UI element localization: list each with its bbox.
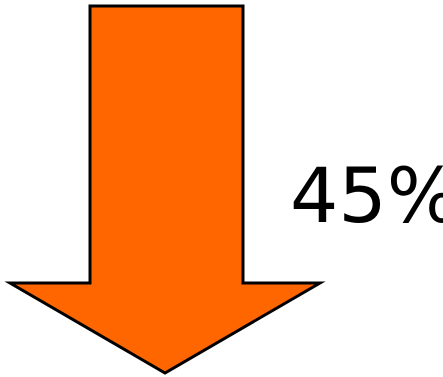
arrow-shape: [4, 4, 326, 375]
percentage-label: 45%: [290, 151, 443, 240]
